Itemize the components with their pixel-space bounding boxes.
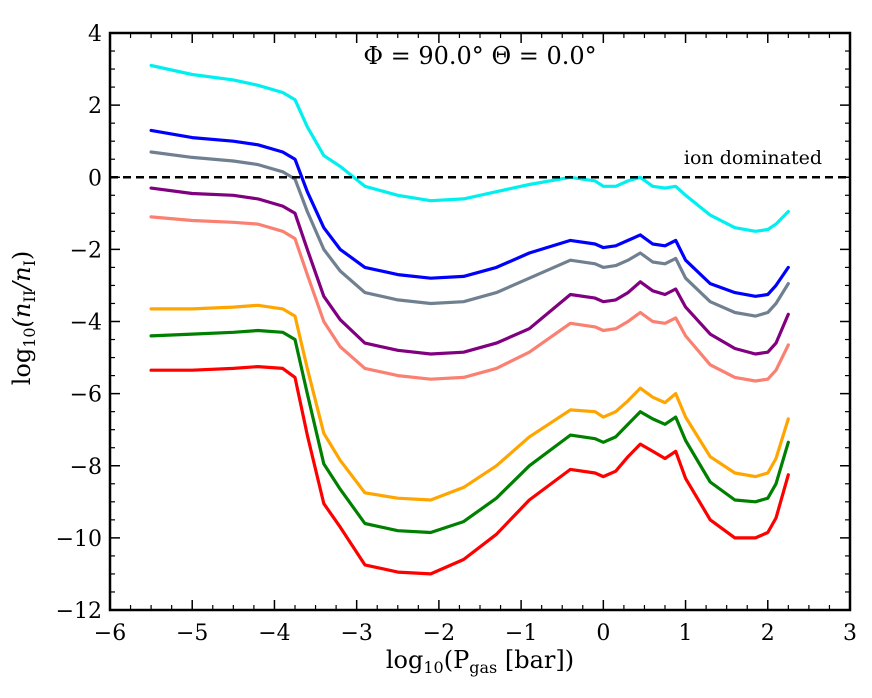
reference-line-label: ion dominated bbox=[684, 147, 822, 169]
x-axis-label: log10(Pgas [bar]) bbox=[386, 646, 574, 677]
series-layer bbox=[149, 63, 790, 576]
series-line-orange bbox=[149, 303, 790, 502]
y-tick-label: −12 bbox=[56, 599, 102, 624]
x-tick-label: −4 bbox=[258, 621, 290, 646]
series-line-red bbox=[149, 365, 790, 576]
y-axis-label: log10(nII/nI) bbox=[8, 251, 39, 386]
y-tick-label: 4 bbox=[88, 22, 102, 47]
x-tick-label: 1 bbox=[679, 621, 693, 646]
y-tick-label: −10 bbox=[56, 527, 102, 552]
y-tick-label: −4 bbox=[70, 311, 102, 336]
x-tick-label: −1 bbox=[505, 621, 537, 646]
series-line-blue bbox=[149, 128, 790, 298]
series-line-salmon bbox=[149, 215, 790, 383]
plot-frame bbox=[108, 31, 852, 612]
x-tick-label: −6 bbox=[94, 621, 126, 646]
series-line-green bbox=[149, 328, 790, 535]
x-tick-label: −3 bbox=[340, 621, 372, 646]
x-tick-label: 2 bbox=[761, 621, 775, 646]
x-tick-label: 0 bbox=[596, 621, 610, 646]
y-tick-label: −6 bbox=[70, 383, 102, 408]
series-line-purple bbox=[149, 186, 790, 356]
x-tick-label: −5 bbox=[176, 621, 208, 646]
y-tick-label: 2 bbox=[88, 94, 102, 119]
y-tick-label: −2 bbox=[70, 238, 102, 263]
series-line-slategray bbox=[149, 150, 790, 318]
x-tick-label: −2 bbox=[423, 621, 455, 646]
x-tick-label: 3 bbox=[843, 621, 857, 646]
y-tick-label: 0 bbox=[88, 166, 102, 191]
y-tick-label: −8 bbox=[70, 455, 102, 480]
chart-title: Φ = 90.0° Θ = 0.0° bbox=[363, 42, 596, 70]
